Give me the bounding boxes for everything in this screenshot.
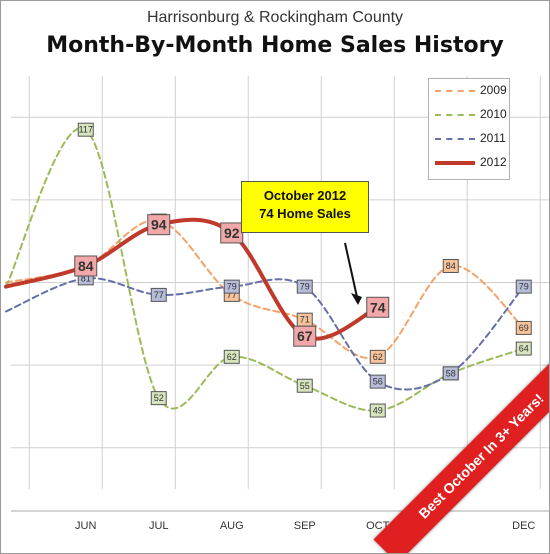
callout-title: October 2012 — [263, 188, 347, 203]
chart-legend: 2009 2010 2011 2012 — [428, 78, 510, 180]
legend-item-2010: 2010 — [435, 105, 507, 125]
legend-label-2010: 2010 — [480, 107, 507, 121]
chart-title: Month-By-Month Home Sales History — [46, 33, 504, 58]
data-label-box-2010 — [223, 349, 240, 364]
category-label-dec: DEC — [512, 520, 535, 532]
data-label-2010: 117 — [79, 125, 93, 135]
callout-box: October 2012 74 Home Sales — [241, 181, 369, 233]
legend-item-2009: 2009 — [435, 81, 507, 101]
category-label-aug: AUG — [220, 520, 244, 532]
category-label-sep: SEP — [294, 520, 316, 532]
data-label-box-2012 — [147, 214, 171, 236]
data-label-box-2011 — [442, 366, 459, 381]
category-label-jun: JUN — [75, 520, 96, 532]
data-label-box-2009 — [442, 258, 459, 273]
legend-swatch-2012 — [435, 161, 475, 165]
legend-swatch-2010 — [435, 114, 475, 116]
callout-detail: 74 Home Sales — [259, 206, 351, 221]
legend-label-2012: 2012 — [480, 155, 507, 169]
chart-subtitle: Harrisonburg & Rockingham County — [146, 9, 404, 26]
data-label-box-2011 — [150, 287, 167, 302]
legend-item-2012: 2012 — [435, 153, 507, 173]
data-label-2010: 64 — [519, 344, 529, 354]
data-label-box-2010 — [515, 341, 532, 356]
data-label-box-2011 — [369, 374, 386, 389]
legend-item-2011: 2011 — [435, 129, 507, 149]
legend-label-2009: 2009 — [480, 83, 507, 97]
data-label-2009: 77 — [227, 290, 237, 300]
series-line-2009 — [5, 219, 525, 360]
data-label-2010: 49 — [373, 406, 383, 416]
category-labels: JUN JUL AUG SEP OCT DEC — [75, 520, 535, 532]
data-label-box-2012 — [366, 296, 390, 318]
data-label-2010: 55 — [300, 381, 310, 391]
legend-label-2011: 2011 — [480, 131, 506, 145]
data-label-box-2010 — [369, 403, 386, 418]
callout-arrow — [344, 242, 362, 305]
data-label-2010: 52 — [154, 393, 164, 403]
data-label-2009: 69 — [519, 323, 529, 333]
data-label-box-2010 — [296, 378, 313, 393]
data-label-2011: 79 — [227, 282, 237, 292]
data-label-2009: 62 — [373, 352, 383, 362]
data-label-box-2009 — [369, 349, 386, 364]
data-label-box-2011 — [223, 279, 240, 294]
legend-swatch-2009 — [435, 90, 475, 92]
data-label-box-2011 — [296, 279, 313, 294]
data-label-box-2011 — [515, 279, 532, 294]
data-labels: 8495777162846911752625549586481777979565… — [74, 122, 532, 418]
series-line-2012 — [4, 217, 380, 341]
data-label-2011: 79 — [519, 282, 529, 292]
data-label-2009: 84 — [446, 261, 456, 271]
data-label-2011: 58 — [446, 368, 456, 378]
category-label-jul: JUL — [149, 520, 169, 532]
data-label-2011: 77 — [154, 290, 164, 300]
data-label-2012: 94 — [151, 217, 167, 233]
data-label-box-2009 — [515, 320, 532, 335]
data-label-2012: 92 — [224, 225, 240, 241]
data-label-2010: 62 — [227, 352, 237, 362]
data-label-2012: 67 — [297, 328, 313, 344]
legend-swatch-2011 — [435, 138, 475, 140]
data-label-2011: 56 — [373, 377, 383, 387]
callout-arrow-head — [351, 293, 362, 305]
data-label-2011: 81 — [81, 273, 91, 283]
data-label-2012: 84 — [78, 258, 94, 274]
data-label-2011: 79 — [300, 282, 310, 292]
data-label-box-2010 — [77, 122, 94, 137]
data-label-box-2012 — [74, 255, 98, 277]
data-label-2012: 74 — [370, 299, 386, 315]
data-label-2009: 71 — [300, 315, 310, 325]
series-line-2011 — [5, 277, 525, 391]
data-label-box-2012 — [293, 325, 317, 347]
data-label-box-2010 — [150, 391, 167, 406]
callout-arrow-line — [344, 242, 358, 298]
